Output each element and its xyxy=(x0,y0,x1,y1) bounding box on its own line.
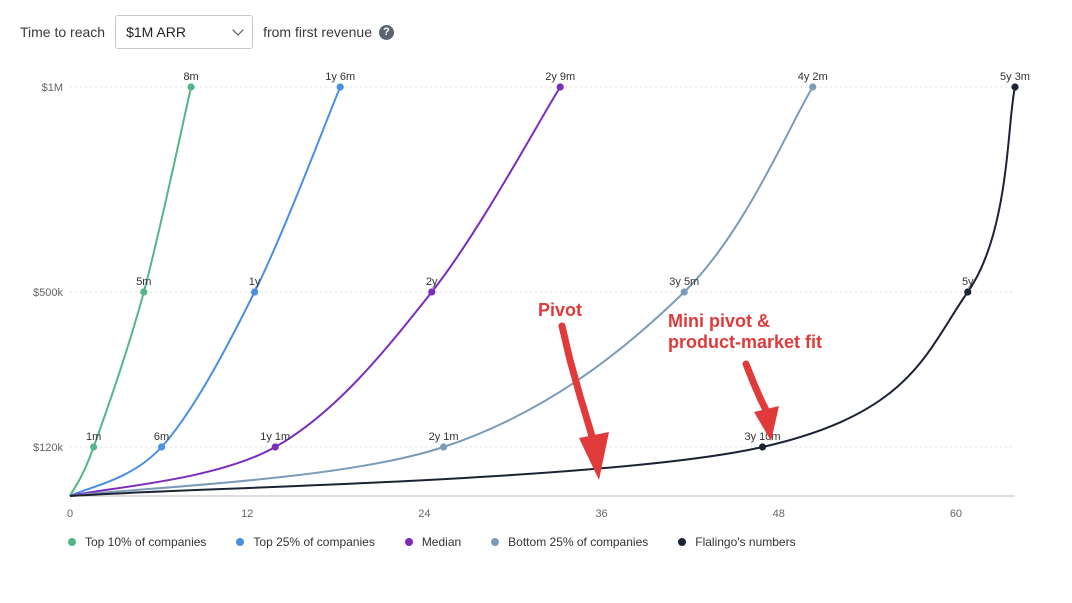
legend-label: Bottom 25% of companies xyxy=(508,535,649,549)
annotation-pmf: Mini pivot & product-market fit xyxy=(668,311,822,441)
legend-item[interactable]: Flalingo's numbers xyxy=(678,535,796,549)
data-point[interactable] xyxy=(439,443,448,451)
data-point[interactable] xyxy=(1011,83,1019,91)
legend-marker xyxy=(236,538,245,546)
series-line xyxy=(69,86,342,497)
data-label: 3y 10m xyxy=(744,431,780,443)
data-label: 1m xyxy=(86,431,101,443)
pmf-arrowhead xyxy=(754,406,779,441)
series-layer xyxy=(69,83,1019,497)
data-point[interactable] xyxy=(428,288,436,296)
prefix-label: Time to reach xyxy=(20,24,106,40)
data-label: 3y 5m xyxy=(669,276,699,288)
legend-label: Flalingo's numbers xyxy=(695,535,796,549)
data-point[interactable] xyxy=(964,288,972,296)
legend-item[interactable]: Median xyxy=(404,535,462,549)
x-tick-label: 48 xyxy=(773,508,785,520)
metric-select-value: $1M ARR xyxy=(126,24,186,40)
suffix-label: from first revenue xyxy=(263,24,373,40)
data-point[interactable] xyxy=(336,83,344,91)
grid: $120k $500k $1M 0 12 24 36 48 60 xyxy=(33,82,1015,520)
data-point[interactable] xyxy=(157,443,166,451)
data-point[interactable] xyxy=(809,83,817,91)
y-tick-label: $500k xyxy=(33,287,63,299)
annotation-pivot: Pivot xyxy=(538,300,609,480)
series-line xyxy=(69,86,1016,497)
series-line xyxy=(69,86,814,497)
legend-item[interactable]: Bottom 25% of companies xyxy=(491,535,648,549)
x-tick-label: 24 xyxy=(418,508,430,520)
y-tick-label: $120k xyxy=(33,442,63,454)
legend-label: Top 10% of companies xyxy=(85,535,207,549)
data-point[interactable] xyxy=(90,443,98,451)
data-label: 6m xyxy=(154,431,169,443)
help-icon[interactable]: ? xyxy=(379,24,395,40)
pivot-arrowhead xyxy=(579,432,609,480)
legend-label: Median xyxy=(421,535,462,549)
label-layer: 1m 5m 8m 6m 1y 1y 6m 1y 1m 2y 2y 9m 2y 1m 3y 5m 4y … xyxy=(86,71,1030,443)
data-label: 4y 2m xyxy=(798,71,828,83)
data-label: 2y 9m xyxy=(545,71,575,83)
x-tick-label: 60 xyxy=(950,508,962,520)
annotation-pmf-line2: product-market fit xyxy=(668,332,822,352)
data-label: 1y 6m xyxy=(325,71,355,83)
legend-item[interactable]: Top 25% of companies xyxy=(236,535,375,549)
data-point[interactable] xyxy=(140,288,148,296)
series-line xyxy=(69,86,193,497)
data-label: 8m xyxy=(183,71,198,83)
x-tick-label: 36 xyxy=(595,508,607,520)
legend-item[interactable]: Top 10% of companies xyxy=(68,535,206,549)
data-label: 5y xyxy=(962,276,974,288)
data-label: 5m xyxy=(136,276,151,288)
data-point[interactable] xyxy=(556,83,564,91)
data-label: 2y xyxy=(426,276,438,288)
pivot-arrow xyxy=(558,322,597,444)
data-label: 2y 1m xyxy=(429,431,459,443)
series-line xyxy=(69,86,562,497)
data-label: 1y 1m xyxy=(260,431,290,443)
data-point[interactable] xyxy=(758,443,767,451)
annotation-pmf-line1: Mini pivot & xyxy=(668,311,770,331)
data-point[interactable] xyxy=(680,288,688,296)
data-label: 1y xyxy=(249,276,261,288)
annotation-pivot-text: Pivot xyxy=(538,300,582,320)
legend-marker xyxy=(678,538,687,546)
controls-bar: Time to reach $1M ARR from first revenue… xyxy=(20,14,395,50)
data-point[interactable] xyxy=(250,288,259,296)
data-label: 5y 3m xyxy=(1000,71,1030,83)
x-tick-label: 0 xyxy=(67,508,73,520)
legend: Top 10% of companies Top 25% of companies… xyxy=(68,535,826,549)
legend-marker xyxy=(68,538,76,546)
pmf-arrow xyxy=(742,360,770,414)
metric-select[interactable]: $1M ARR xyxy=(115,15,254,49)
data-point[interactable] xyxy=(187,83,195,91)
legend-label: Top 25% of companies xyxy=(253,535,375,549)
x-tick-label: 12 xyxy=(241,508,253,520)
legend-marker xyxy=(404,538,413,546)
legend-marker xyxy=(491,538,500,546)
data-point[interactable] xyxy=(271,443,279,451)
y-tick-label: $1M xyxy=(42,82,63,94)
